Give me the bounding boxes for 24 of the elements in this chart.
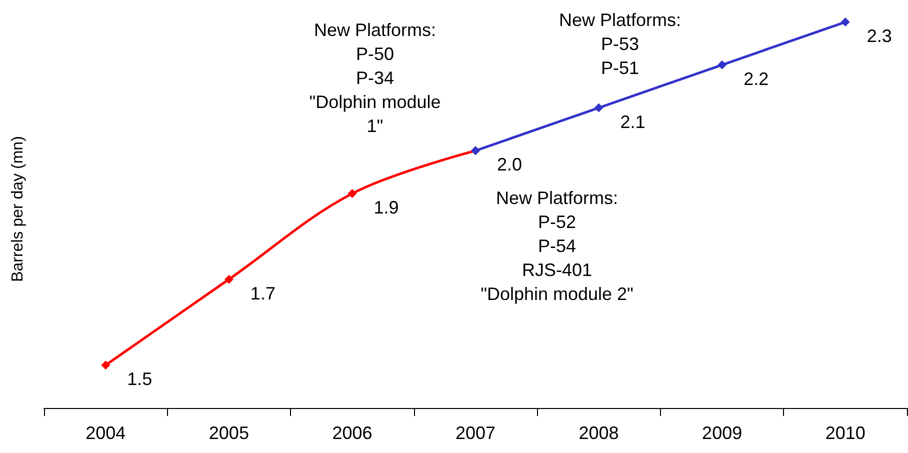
x-tick-label: 2008 <box>578 423 619 443</box>
x-tick-label: 2006 <box>332 423 372 443</box>
data-label: 2.3 <box>866 26 892 46</box>
x-tick-label: 2004 <box>86 423 126 443</box>
x-tick-label: 2007 <box>455 423 496 443</box>
data-label: 2.2 <box>744 68 769 89</box>
annotation: New Platforms: P-52 P-54 RJS-401 "Dolphin module 2" <box>480 188 634 304</box>
data-label: 1.5 <box>127 369 152 390</box>
x-tick-label: 2009 <box>702 423 742 443</box>
x-tick-label: 2010 <box>825 423 866 443</box>
annotation: New Platforms: P-50 P-34 "Dolphin module 1" <box>309 20 441 136</box>
annotation: New Platforms: P-53 P-51 <box>558 10 682 78</box>
x-tick-label: 2005 <box>208 423 249 443</box>
point <box>718 60 727 70</box>
data-label: 1.9 <box>374 198 399 218</box>
data-label: 1.7 <box>250 283 276 304</box>
data-label: 2.0 <box>497 154 522 175</box>
y-axis-title: Barrels per day (mn) <box>10 136 26 282</box>
point <box>224 274 234 284</box>
data-label: 2.1 <box>620 112 646 132</box>
point <box>348 189 357 198</box>
point <box>840 18 850 27</box>
point <box>594 103 604 112</box>
point <box>101 360 110 370</box>
